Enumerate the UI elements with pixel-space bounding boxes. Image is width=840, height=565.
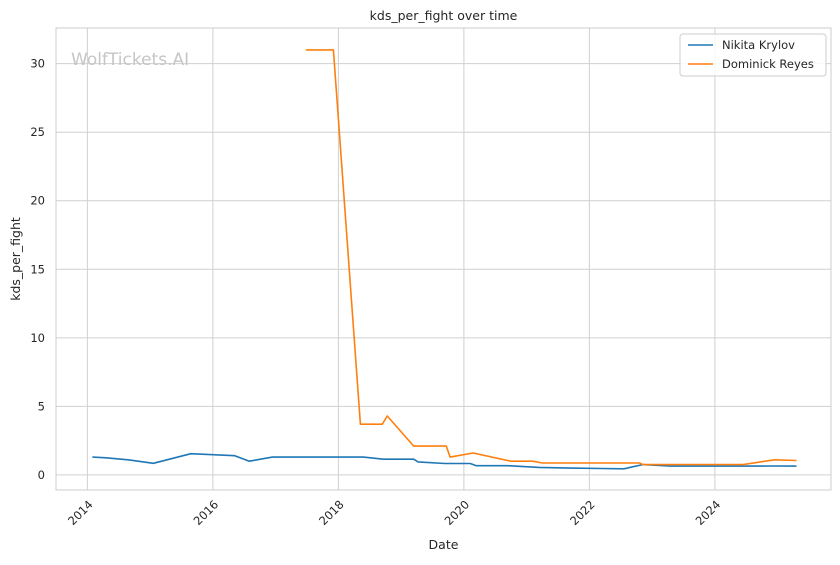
y-tick-label: 25 — [30, 125, 45, 139]
legend-label-dominick-reyes: Dominick Reyes — [722, 57, 814, 71]
y-tick-label: 5 — [38, 399, 45, 413]
legend-label-nikita-krylov: Nikita Krylov — [722, 38, 795, 52]
x-tick-label: 2018 — [316, 497, 347, 528]
plot-background — [56, 28, 831, 490]
x-tick-label: 2022 — [567, 497, 598, 528]
plot-frame — [55, 27, 832, 491]
x-axis-label: Date — [429, 537, 459, 552]
x-tick-labels: 2014 2016 2018 2020 2022 2024 — [65, 497, 723, 528]
legend: Nikita Krylov Dominick Reyes — [679, 33, 827, 77]
x-tick-label: 2014 — [65, 497, 96, 528]
y-axis-label: kds_per_fight — [8, 217, 23, 301]
x-tick-label: 2020 — [442, 497, 473, 528]
series-line-1 — [305, 49, 797, 466]
grid-lines — [56, 28, 831, 490]
y-tick-label: 30 — [30, 57, 45, 71]
y-tick-label: 0 — [38, 468, 45, 482]
y-tick-label: 20 — [30, 194, 45, 208]
x-tick-label: 2024 — [693, 497, 724, 528]
series-layer — [92, 49, 797, 470]
x-tick-label: 2016 — [191, 497, 222, 528]
y-tick-labels: 0 5 10 15 20 25 30 — [30, 57, 45, 482]
chart-title: kds_per_fight over time — [370, 8, 518, 23]
y-tick-label: 15 — [30, 262, 45, 276]
legend-box — [679, 33, 827, 77]
watermark: WolfTickets.AI — [71, 50, 189, 70]
y-tick-label: 10 — [30, 331, 45, 345]
